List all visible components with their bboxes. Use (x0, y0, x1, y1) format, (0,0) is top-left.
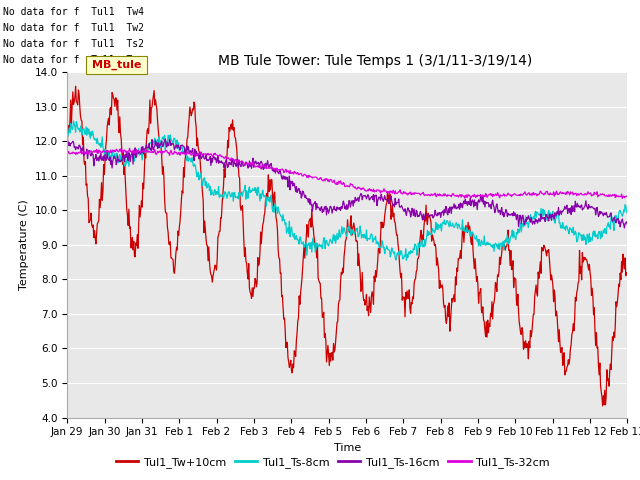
Text: No data for f  Tul1  Ts: No data for f Tul1 Ts (3, 55, 138, 65)
Line: Tul1_Tw+10cm: Tul1_Tw+10cm (67, 86, 627, 406)
Tul1_Ts-8cm (389, 249, 397, 255)
Tul1_Ts-8cm (404, 250, 412, 256)
Tul1_Ts-32cm (125, 145, 133, 151)
Tul1_Tw+10cm (489, 316, 497, 322)
Title: MB Tule Tower: Tule Temps 1 (3/1/11-3/19/14): MB Tule Tower: Tule Temps 1 (3/1/11-3/19… (218, 54, 532, 68)
Tul1_Ts-16cm (98, 157, 106, 163)
Tul1_Ts-32cm (63, 151, 71, 157)
Line: Tul1_Ts-8cm: Tul1_Ts-8cm (67, 121, 627, 260)
Tul1_Ts-8cm (547, 214, 555, 219)
Tul1_Tw+10cm (99, 197, 106, 203)
Tul1_Ts-16cm (161, 136, 169, 142)
Y-axis label: Temperature (C): Temperature (C) (19, 199, 29, 290)
Tul1_Ts-32cm (623, 193, 631, 199)
Text: MB_tule: MB_tule (92, 60, 141, 71)
Tul1_Ts-32cm (618, 195, 626, 201)
Text: No data for f  Tul1  Tw4: No data for f Tul1 Tw4 (3, 7, 144, 17)
Tul1_Tw+10cm (404, 295, 412, 301)
Tul1_Ts-16cm (489, 197, 497, 203)
Tul1_Ts-16cm (547, 215, 554, 220)
Tul1_Ts-16cm (389, 203, 397, 208)
Tul1_Ts-16cm (63, 142, 71, 148)
Tul1_Ts-8cm (70, 118, 77, 124)
Tul1_Tw+10cm (389, 214, 397, 220)
Text: No data for f  Tul1  Ts2: No data for f Tul1 Ts2 (3, 39, 144, 49)
Tul1_Ts-32cm (404, 192, 412, 198)
Tul1_Ts-32cm (489, 194, 497, 200)
Tul1_Ts-32cm (98, 150, 106, 156)
Text: No data for f  Tul1  Tw2: No data for f Tul1 Tw2 (3, 23, 144, 33)
Tul1_Ts-32cm (389, 187, 397, 193)
Legend: Tul1_Tw+10cm, Tul1_Ts-8cm, Tul1_Ts-16cm, Tul1_Ts-32cm: Tul1_Tw+10cm, Tul1_Ts-8cm, Tul1_Ts-16cm,… (111, 452, 554, 472)
Line: Tul1_Ts-16cm: Tul1_Ts-16cm (67, 139, 627, 228)
Tul1_Tw+10cm (623, 270, 631, 276)
Tul1_Tw+10cm (63, 144, 71, 150)
Tul1_Ts-8cm (422, 242, 429, 248)
Tul1_Ts-8cm (490, 242, 497, 248)
Tul1_Ts-32cm (547, 190, 554, 196)
Tul1_Ts-8cm (99, 134, 106, 140)
Line: Tul1_Ts-32cm: Tul1_Ts-32cm (67, 148, 627, 198)
Tul1_Tw+10cm (599, 403, 607, 409)
Tul1_Ts-16cm (623, 221, 631, 227)
Tul1_Ts-8cm (63, 127, 71, 133)
Tul1_Tw+10cm (421, 216, 429, 222)
Tul1_Ts-16cm (404, 205, 412, 211)
Tul1_Ts-32cm (421, 193, 429, 199)
Tul1_Ts-16cm (621, 225, 628, 231)
Tul1_Ts-8cm (403, 257, 410, 263)
Tul1_Tw+10cm (547, 267, 554, 273)
X-axis label: Time: Time (333, 443, 361, 453)
Tul1_Tw+10cm (72, 84, 79, 89)
Tul1_Ts-8cm (623, 210, 631, 216)
Tul1_Ts-16cm (421, 214, 429, 220)
